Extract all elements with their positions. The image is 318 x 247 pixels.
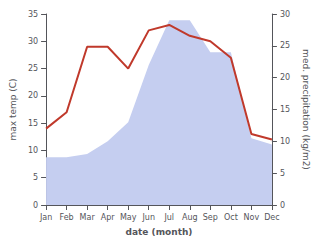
svg-text:Jun: Jun bbox=[141, 213, 155, 222]
svg-text:Mar: Mar bbox=[80, 213, 96, 222]
svg-text:Feb: Feb bbox=[60, 213, 74, 222]
svg-text:Aug: Aug bbox=[182, 213, 198, 222]
svg-text:20: 20 bbox=[28, 91, 38, 100]
svg-text:5: 5 bbox=[280, 169, 285, 178]
svg-text:0: 0 bbox=[280, 201, 285, 210]
svg-text:5: 5 bbox=[33, 173, 38, 182]
svg-text:35: 35 bbox=[28, 10, 38, 19]
svg-text:10: 10 bbox=[280, 137, 290, 146]
svg-text:May: May bbox=[120, 213, 137, 222]
svg-text:max temp (C): max temp (C) bbox=[8, 78, 18, 140]
svg-text:30: 30 bbox=[280, 10, 290, 19]
svg-text:20: 20 bbox=[280, 73, 290, 82]
svg-text:0: 0 bbox=[33, 201, 38, 210]
svg-text:15: 15 bbox=[28, 119, 38, 128]
svg-text:Dec: Dec bbox=[264, 213, 279, 222]
svg-text:25: 25 bbox=[280, 41, 290, 50]
svg-text:Oct: Oct bbox=[224, 213, 238, 222]
svg-text:Nov: Nov bbox=[244, 213, 260, 222]
svg-text:Apr: Apr bbox=[101, 213, 116, 222]
svg-text:25: 25 bbox=[28, 64, 38, 73]
svg-text:30: 30 bbox=[28, 37, 38, 46]
svg-text:Jul: Jul bbox=[163, 213, 174, 222]
svg-text:Jan: Jan bbox=[39, 213, 52, 222]
svg-text:date (month): date (month) bbox=[126, 227, 193, 237]
svg-text:15: 15 bbox=[280, 105, 290, 114]
svg-text:med. precipitation (kg/m2): med. precipitation (kg/m2) bbox=[301, 49, 311, 170]
svg-text:Sep: Sep bbox=[203, 213, 218, 222]
svg-text:10: 10 bbox=[28, 146, 38, 155]
